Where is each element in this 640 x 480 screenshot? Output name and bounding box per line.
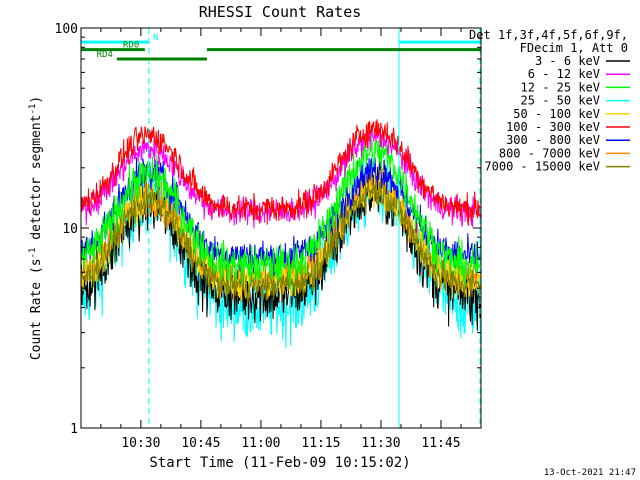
x-tick-label: 10:45 <box>181 436 220 451</box>
legend-entry-label: 7000 - 15000 keV <box>484 160 600 174</box>
chart-title: RHESSI Count Rates <box>199 3 362 21</box>
x-tick-label: 11:45 <box>421 436 460 451</box>
plot-timestamp: 13-Oct-2021 21:47 <box>544 468 636 478</box>
flag-label-n: N <box>153 33 158 43</box>
legend-header-line: FDecim 1, Att 0 <box>520 41 628 55</box>
x-axis-label: Start Time (11-Feb-09 10:15:02) <box>149 455 410 471</box>
y-axis-label: Count Rate (s-1 detector segment-1) <box>28 96 44 360</box>
x-tick-label: 11:15 <box>301 436 340 451</box>
legend-header-line: Det 1f,3f,4f,5f,6f,9f, <box>469 28 628 42</box>
x-tick-label: 10:30 <box>121 436 160 451</box>
legend-entry-label: 50 - 100 keV <box>513 107 600 121</box>
series-line-7000-15000-kev <box>80 175 481 304</box>
legend-entry-label: 800 - 7000 keV <box>499 146 600 160</box>
y-tick-label: 1 <box>70 422 78 437</box>
legend-entry-label: 100 - 300 keV <box>506 120 600 134</box>
legend-entry-label: 300 - 800 keV <box>506 133 600 147</box>
y-tick-label: 100 <box>55 22 78 37</box>
legend: Det 1f,3f,4f,5f,6f,9f,FDecim 1, Att 03 -… <box>469 28 630 174</box>
series-line-6-12-kev <box>80 125 482 229</box>
series-line-12-25-kev <box>80 135 482 289</box>
x-tick-label: 11:00 <box>241 436 280 451</box>
legend-entry-label: 3 - 6 keV <box>535 54 600 68</box>
legend-entry-label: 25 - 50 keV <box>521 94 600 108</box>
x-tick-label: 11:30 <box>361 436 400 451</box>
flag-label-rd0: RD0 <box>123 41 139 51</box>
legend-entry-label: 12 - 25 keV <box>521 80 600 94</box>
flag-label-rd4: RD4 <box>97 50 113 60</box>
y-tick-label: 10 <box>62 222 78 237</box>
series-line-100-300-kev <box>80 119 482 226</box>
data-layer <box>80 119 482 349</box>
axes-layer: 1 10 100 10:30 10:45 11:00 11:15 11:30 11:45 <box>55 22 482 451</box>
legend-entry-label: 6 - 12 keV <box>528 67 600 81</box>
